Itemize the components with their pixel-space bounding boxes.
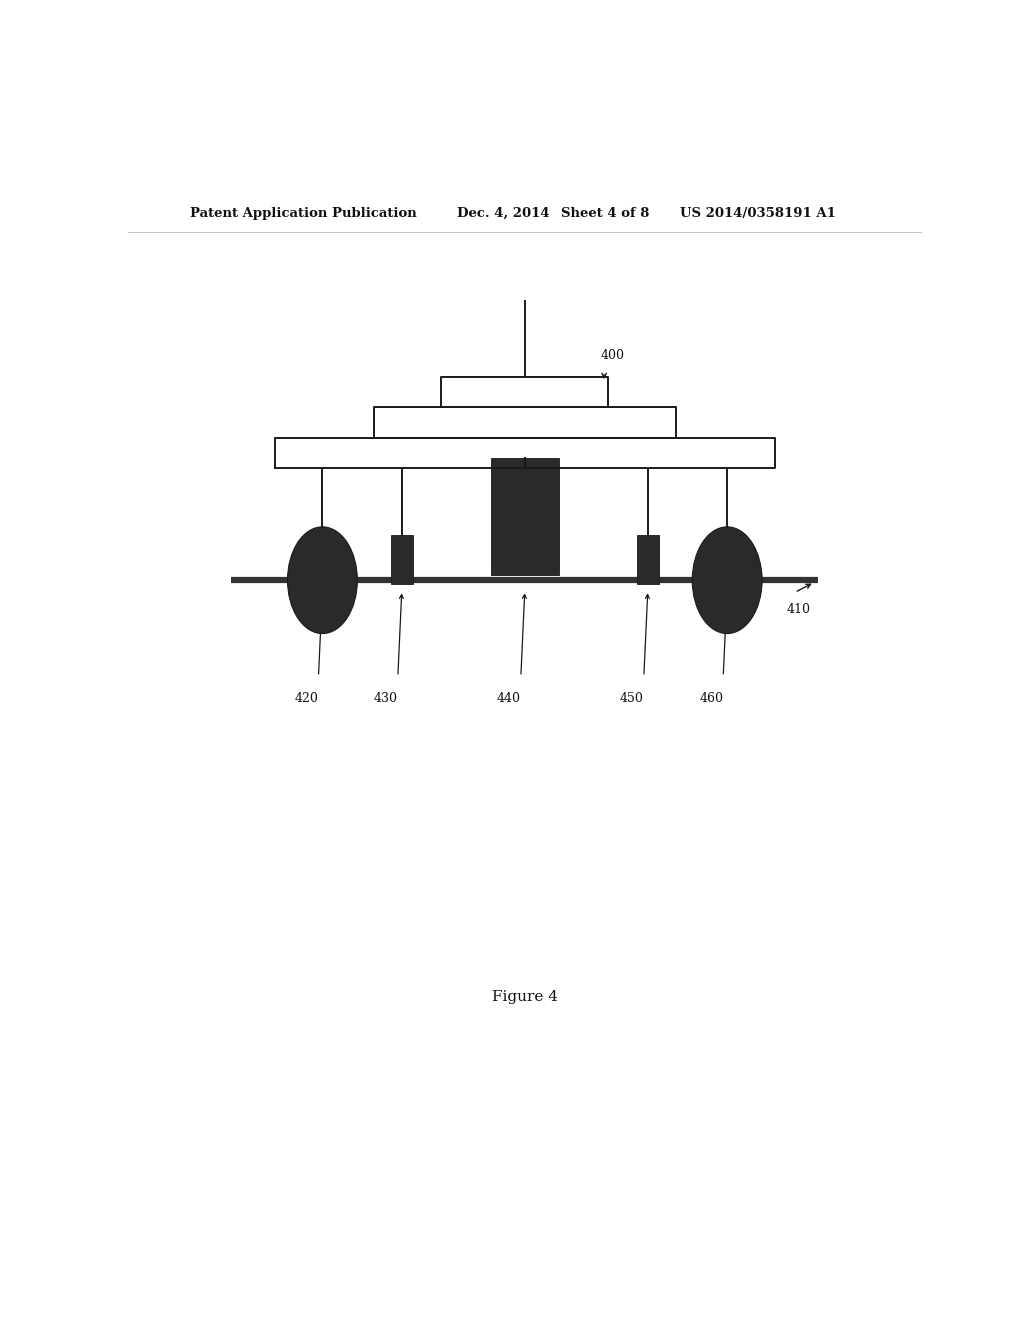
Text: 400: 400: [600, 348, 625, 362]
Text: 450: 450: [620, 692, 644, 705]
Text: US 2014/0358191 A1: US 2014/0358191 A1: [680, 207, 836, 220]
Text: Patent Application Publication: Patent Application Publication: [189, 207, 417, 220]
Bar: [637, 536, 658, 585]
Text: Sheet 4 of 8: Sheet 4 of 8: [560, 207, 649, 220]
Text: 460: 460: [699, 692, 723, 705]
Text: Dec. 4, 2014: Dec. 4, 2014: [458, 207, 550, 220]
Bar: [391, 536, 413, 585]
Text: 410: 410: [786, 602, 811, 615]
Ellipse shape: [288, 527, 357, 634]
Text: Figure 4: Figure 4: [492, 990, 558, 1005]
Text: 420: 420: [295, 692, 318, 705]
Ellipse shape: [692, 527, 762, 634]
Text: 440: 440: [497, 692, 521, 705]
Bar: [492, 458, 558, 576]
Text: 430: 430: [374, 692, 398, 705]
